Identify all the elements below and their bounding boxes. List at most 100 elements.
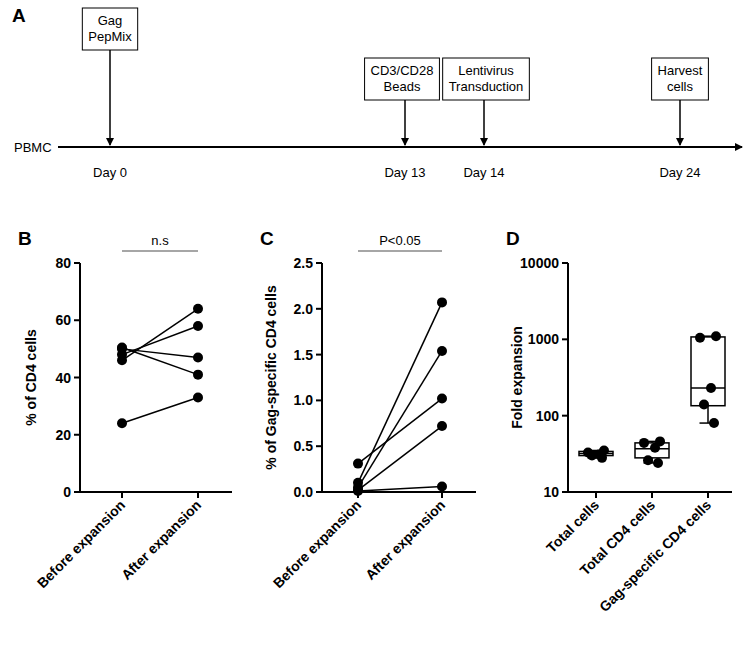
data-point <box>650 443 660 453</box>
y-tick-label: 10 <box>543 484 559 500</box>
pair-line <box>122 347 198 374</box>
data-point <box>437 482 447 492</box>
x-tick <box>441 492 443 498</box>
data-point <box>117 418 127 428</box>
event-label: Harvest <box>658 63 703 78</box>
timeline-event: GagPepMixDay 0 <box>82 8 137 180</box>
y-tick <box>562 338 568 340</box>
y-tick-label: 60 <box>55 312 71 328</box>
bracket <box>358 250 442 252</box>
x-axis <box>79 491 232 493</box>
event-box <box>365 58 440 100</box>
pair-line <box>358 426 442 490</box>
y-tick <box>562 415 568 417</box>
event-arrow <box>109 50 111 145</box>
timeline-event: LentivirusTransductionDay 14 <box>443 58 530 180</box>
y-tick <box>74 319 80 321</box>
data-point <box>643 455 653 465</box>
annotation: n.s <box>151 233 169 248</box>
x-tick <box>707 492 709 498</box>
data-point <box>117 342 127 352</box>
data-point <box>437 421 447 431</box>
timeline-start-label: PBMC <box>14 140 52 155</box>
panel-letter: D <box>506 228 520 249</box>
y-axis-label: % of Gag-specific CD4 cells <box>263 285 279 470</box>
data-point <box>193 304 203 314</box>
pair-line <box>358 302 442 482</box>
data-point <box>193 321 203 331</box>
y-tick-label: 1.5 <box>294 347 314 363</box>
x-tick-label: Before expansion <box>270 497 364 591</box>
data-point <box>706 383 716 393</box>
box <box>691 337 725 406</box>
event-label: Gag <box>98 13 123 28</box>
y-tick-label: 0.0 <box>294 484 314 500</box>
y-axis-label: % of CD4 cells <box>23 329 39 426</box>
data-point <box>639 438 649 448</box>
x-axis <box>321 491 476 493</box>
event-label: PepMix <box>88 29 132 44</box>
data-point <box>353 486 363 496</box>
annotation: P<0.05 <box>379 233 421 248</box>
y-tick <box>316 491 322 493</box>
data-point <box>193 393 203 403</box>
y-tick <box>316 445 322 447</box>
data-point <box>193 352 203 362</box>
data-point <box>353 485 363 495</box>
plot-area <box>579 331 725 468</box>
y-tick-label: 2.5 <box>294 255 314 271</box>
event-arrow <box>404 100 406 145</box>
x-tick-label: Before expansion <box>34 497 128 591</box>
x-tick-label: Total cells <box>543 497 602 556</box>
y-tick <box>316 354 322 356</box>
event-label: CD3/CD28 <box>371 63 434 78</box>
pair-line <box>122 349 198 358</box>
y-tick-label: 1.0 <box>294 392 314 408</box>
x-tick-label: After expansion <box>362 497 448 583</box>
x-tick <box>197 492 199 498</box>
y-tick-label: 80 <box>55 255 71 271</box>
y-tick <box>316 308 322 310</box>
pair-line <box>358 399 442 464</box>
event-arrow <box>679 100 681 145</box>
data-point <box>597 453 607 463</box>
y-tick-label: 0 <box>63 484 71 500</box>
pair-line <box>358 487 442 492</box>
x-tick <box>121 492 123 498</box>
y-tick <box>74 434 80 436</box>
y-tick-label: 1000 <box>528 331 559 347</box>
timeline-event: CD3/CD28BeadsDay 13 <box>365 58 440 180</box>
data-point <box>437 346 447 356</box>
y-tick <box>74 262 80 264</box>
data-point <box>587 451 597 461</box>
y-tick-label: 100 <box>536 408 560 424</box>
y-tick-label: 10000 <box>520 255 559 271</box>
y-tick <box>562 262 568 264</box>
data-point <box>193 370 203 380</box>
event-label: Lentivirus <box>458 63 514 78</box>
event-label: cells <box>667 79 694 94</box>
y-tick <box>316 399 322 401</box>
panel-letter: A <box>12 5 26 26</box>
data-point <box>437 297 447 307</box>
whisker-lower <box>707 406 709 423</box>
timeline-axis <box>58 146 742 148</box>
panel-letter: C <box>260 228 274 249</box>
event-day: Day 24 <box>659 165 700 180</box>
x-tick <box>595 492 597 498</box>
x-tick <box>651 492 653 498</box>
y-tick <box>74 491 80 493</box>
timeline-event: Harvestcells Day 24 <box>652 58 709 180</box>
y-tick-label: 2.0 <box>294 301 314 317</box>
event-box <box>652 58 709 100</box>
y-tick <box>74 377 80 379</box>
y-tick <box>562 491 568 493</box>
x-tick-label: Gag-specific CD4 cells <box>596 497 714 615</box>
event-label: Transduction <box>449 79 524 94</box>
bracket <box>122 250 198 252</box>
y-axis-label: Fold expansion <box>509 326 525 429</box>
data-point <box>437 394 447 404</box>
event-label: Beads <box>384 79 421 94</box>
pair-line <box>358 351 442 487</box>
data-point <box>353 459 363 469</box>
